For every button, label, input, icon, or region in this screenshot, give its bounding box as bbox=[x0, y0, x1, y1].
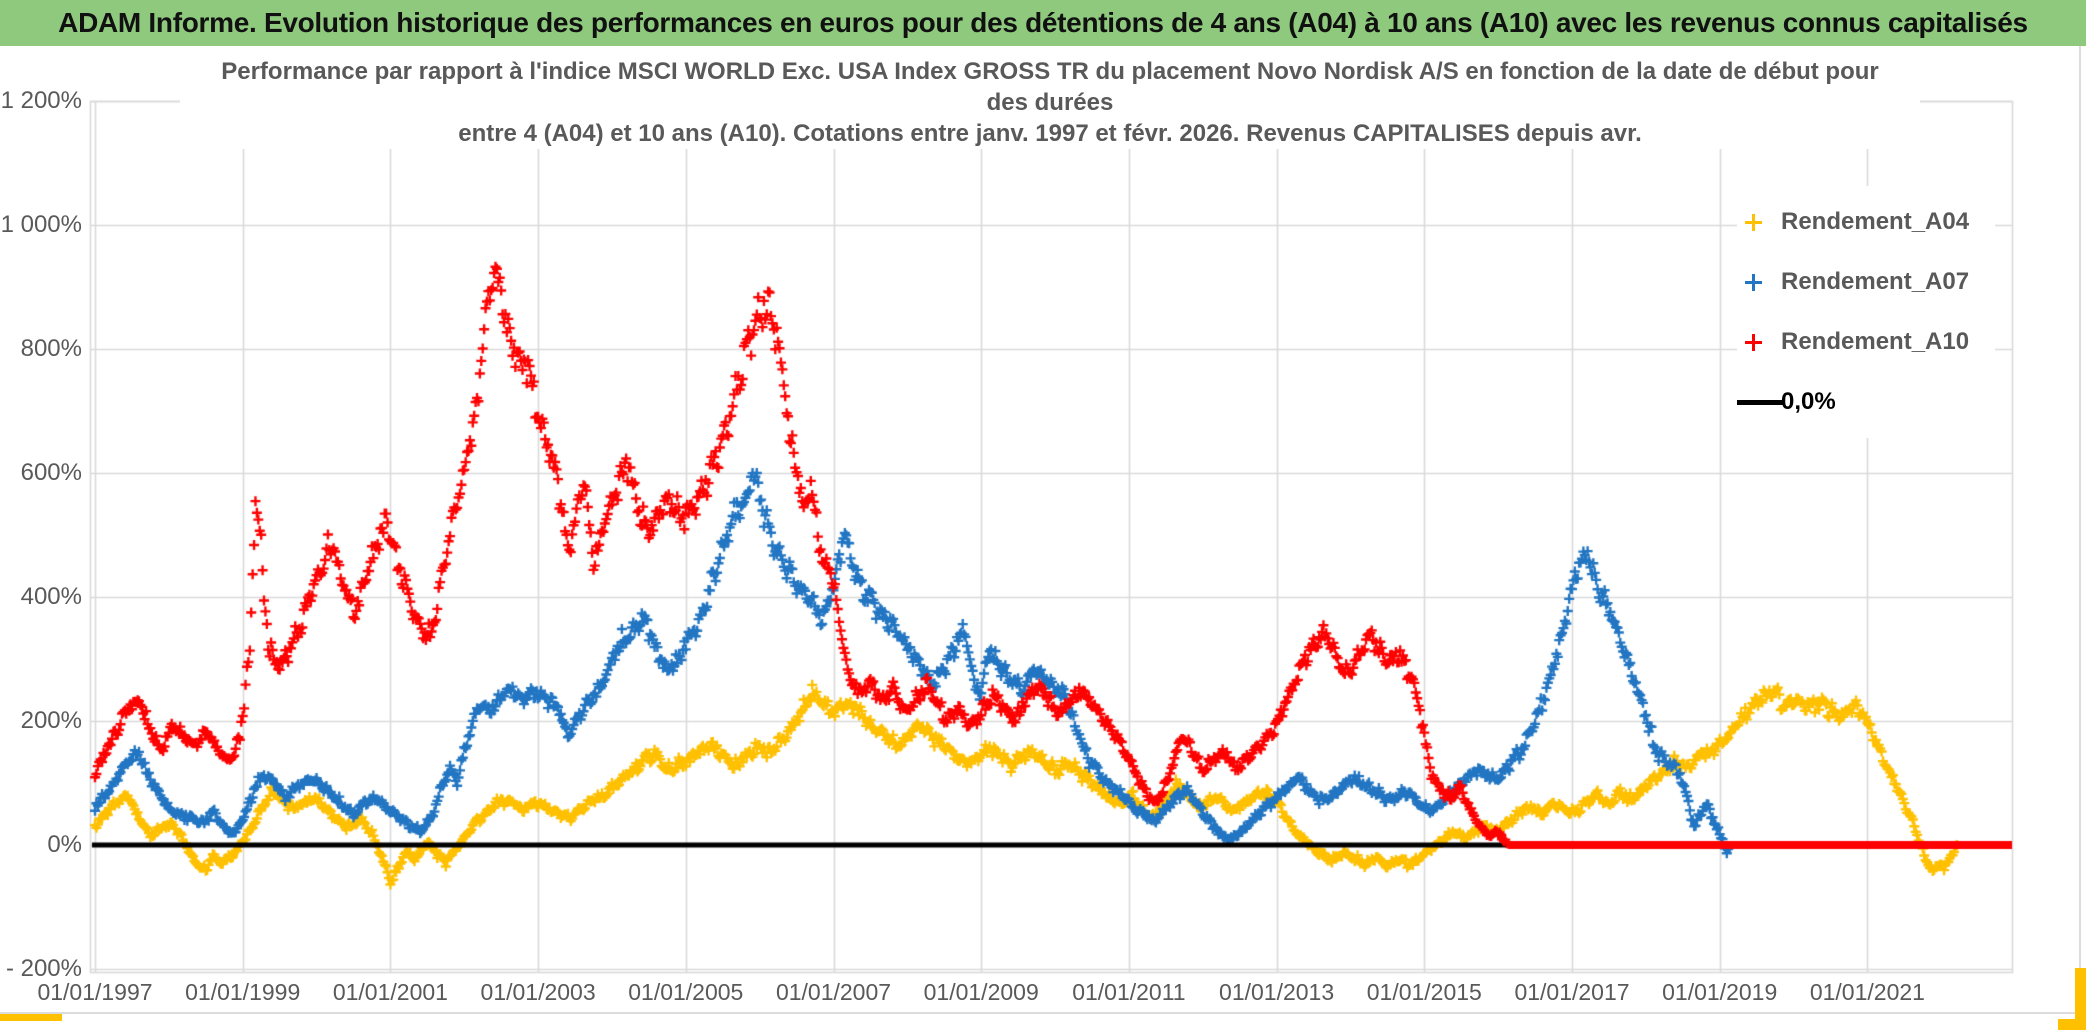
gold-border-bottom-right bbox=[2058, 1019, 2086, 1030]
legend: Rendement_A04 Rendement_A07 Rendement_A10 0… bbox=[1737, 186, 1995, 438]
legend-item-rendement-a10[interactable]: Rendement_A10 bbox=[1737, 312, 1995, 372]
plus-marker-icon bbox=[1737, 212, 1781, 232]
legend-item-rendement-a04[interactable]: Rendement_A04 bbox=[1737, 192, 1995, 252]
y-axis-label: 1 000% bbox=[0, 211, 82, 238]
y-axis-label: 0% bbox=[47, 831, 82, 858]
y-axis-label: - 200% bbox=[5, 955, 82, 982]
y-axis-label: 200% bbox=[20, 707, 82, 734]
chart-title-line-3: entre 4 (A04) et 10 ans (A10). Cotations… bbox=[458, 120, 1642, 147]
x-axis-label: 01/01/2009 bbox=[923, 979, 1039, 1005]
x-axis-label: 01/01/2003 bbox=[480, 979, 596, 1005]
y-axis-label: 400% bbox=[20, 583, 82, 610]
y-axis-label: 600% bbox=[20, 459, 82, 486]
x-axis-label: 01/01/2019 bbox=[1662, 979, 1778, 1005]
gold-border-right bbox=[2075, 968, 2086, 1030]
x-axis-label: 01/01/1997 bbox=[37, 979, 153, 1005]
x-axis-label: 01/01/2001 bbox=[332, 979, 448, 1005]
legend-item-rendement-a07[interactable]: Rendement_A07 bbox=[1737, 252, 1995, 312]
x-axis-label: 01/01/2021 bbox=[1809, 979, 1925, 1005]
y-axis-label: 1 200% bbox=[0, 87, 82, 114]
chart-card: Performance par rapport à l'indice MSCI … bbox=[0, 46, 2086, 1014]
x-axis-label: 01/01/2005 bbox=[628, 979, 744, 1005]
plus-marker-icon bbox=[1737, 332, 1781, 352]
x-axis-label: 01/01/2017 bbox=[1514, 979, 1630, 1005]
x-axis-label: 01/01/2011 bbox=[1072, 979, 1186, 1005]
plus-marker-icon bbox=[1737, 272, 1781, 292]
x-axis-label: 01/01/2007 bbox=[775, 979, 892, 1005]
legend-label: Rendement_A07 bbox=[1781, 268, 1970, 295]
banner-title: ADAM Informe. Evolution historique des p… bbox=[0, 0, 2086, 46]
gold-border-bottom-left bbox=[0, 1014, 62, 1021]
y-axis-label: 800% bbox=[20, 335, 82, 362]
line-marker-icon bbox=[1737, 392, 1785, 412]
chart-title-line-1: Performance par rapport à l'indice MSCI … bbox=[221, 58, 1879, 85]
legend-label: 0,0% bbox=[1781, 388, 1836, 415]
legend-label: Rendement_A04 bbox=[1781, 208, 1970, 235]
legend-item-0-0-[interactable]: 0,0% bbox=[1737, 372, 1995, 432]
chart-title: Performance par rapport à l'indice MSCI … bbox=[180, 56, 1920, 149]
x-axis-label: 01/01/2015 bbox=[1366, 979, 1482, 1005]
chart-title-line-2: des durées bbox=[986, 89, 1114, 116]
legend-label: Rendement_A10 bbox=[1781, 328, 1970, 355]
x-axis-label: 01/01/2013 bbox=[1219, 979, 1335, 1005]
x-axis-label: 01/01/1999 bbox=[185, 979, 301, 1005]
